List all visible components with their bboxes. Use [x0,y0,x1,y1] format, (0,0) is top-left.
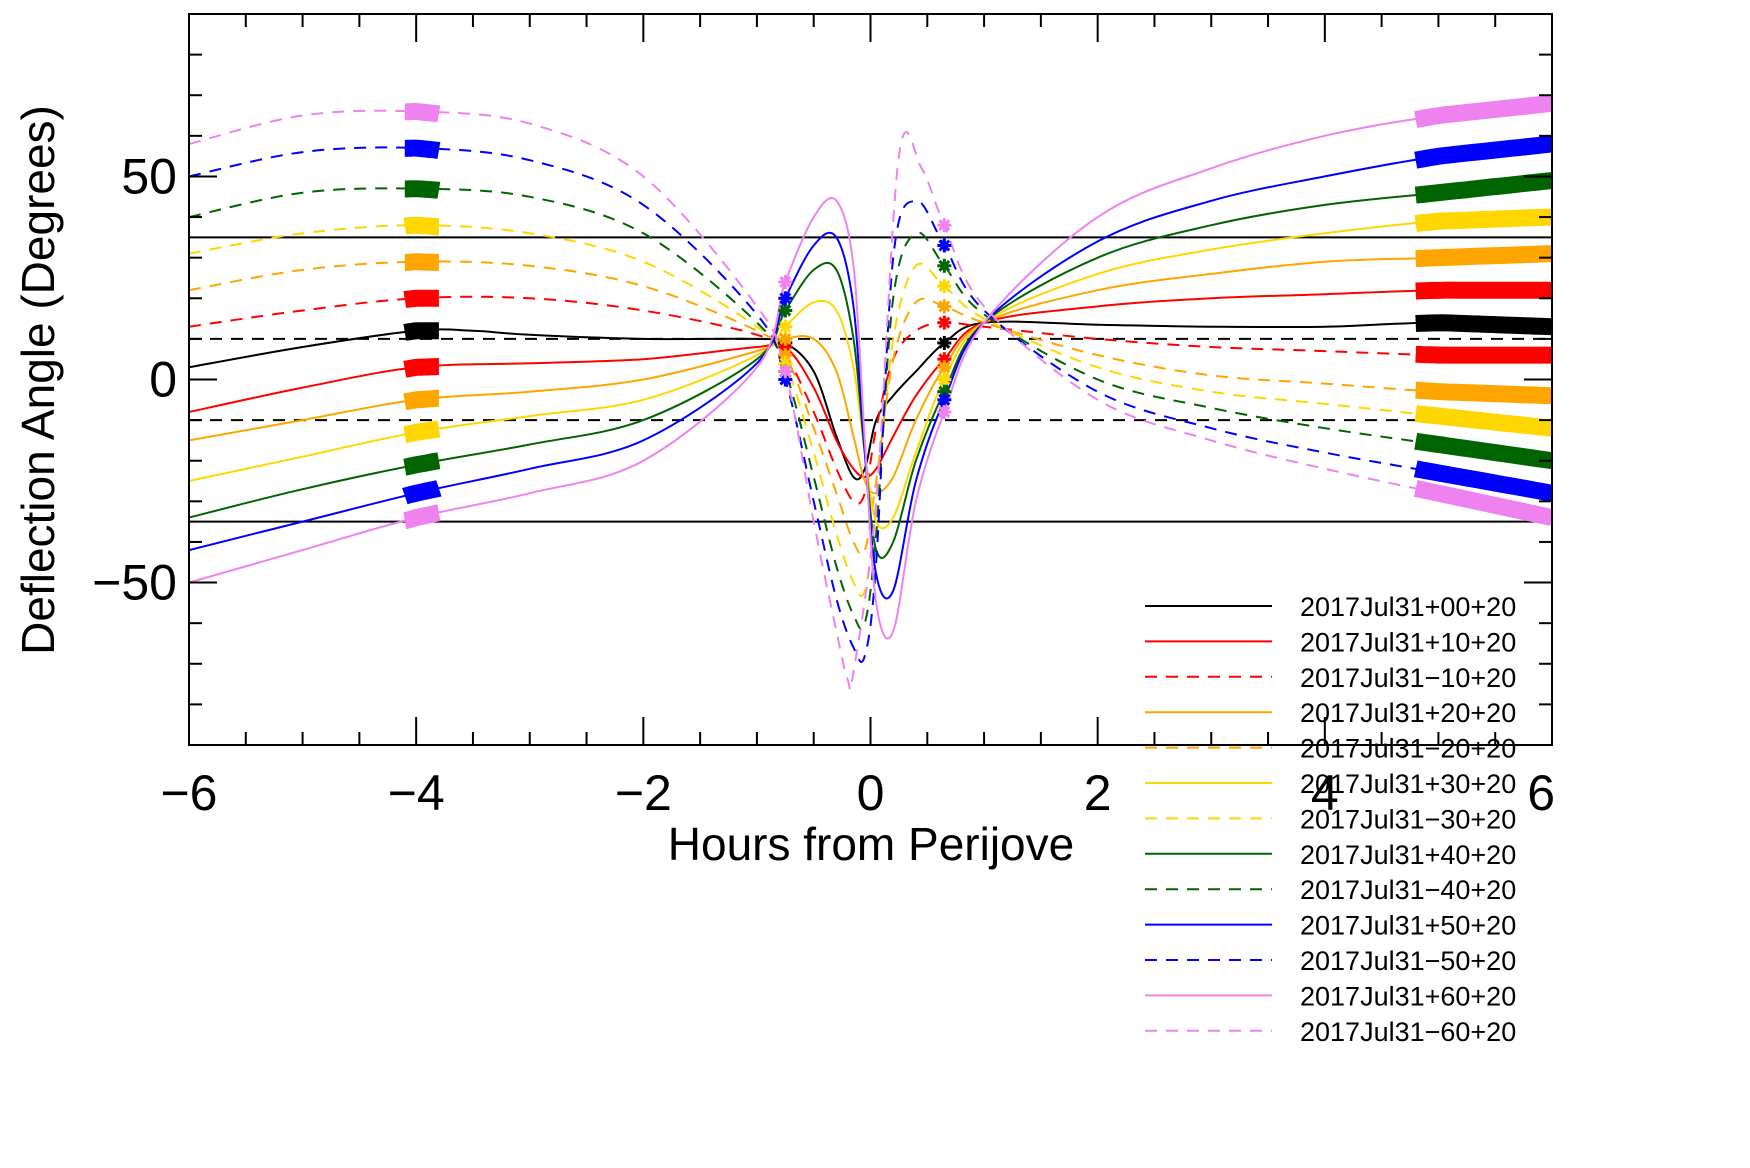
marker-band-6-1 [1414,405,1552,437]
x-tick-label-2: −2 [615,765,672,821]
legend-label-12: 2017Jul31−60+20 [1300,1017,1516,1047]
marker-band-2-1 [1415,345,1552,364]
reference-lines [189,236,1552,523]
series-lines [189,102,1552,691]
tick-labels: −6 −4 −2 0 2 4 6 −50 0 50 [92,148,1555,821]
asterisk-marker-11-0 [778,275,793,290]
legend-label-9: 2017Jul31+50+20 [1300,911,1516,941]
x-tick-label-0: −6 [160,765,217,821]
series-line-8 [189,187,1552,631]
asterisk-marker-2-1 [937,315,952,330]
x-tick-label-6: 6 [1527,765,1555,821]
legend-label-0: 2017Jul31+00+20 [1300,592,1516,622]
marker-points [402,94,1552,530]
marker-band-10-1 [1413,460,1552,502]
asterisk-marker-3-0 [778,331,793,346]
marker-band-11-1 [1414,94,1552,128]
asterisk-marker-12-1 [937,218,952,233]
asterisk-marker-12-0 [778,364,793,379]
marker-band-10-0 [404,139,441,159]
y-tick-label-2: 50 [121,148,177,204]
y-tick-label-1: 0 [149,352,177,408]
marker-band-4-0 [404,253,439,271]
asterisk-marker-8-1 [937,258,952,273]
marker-band-8-1 [1414,432,1552,470]
marker-band-9-0 [402,480,442,505]
legend-label-6: 2017Jul31−30+20 [1300,804,1516,834]
marker-band-11-0 [403,504,441,530]
marker-band-3-1 [1415,245,1552,267]
series-line-11 [189,102,1552,640]
marker-band-8-0 [404,180,441,199]
series-line-1 [189,288,1552,479]
marker-band-6-0 [403,216,440,236]
asterisk-marker-10-1 [937,238,952,253]
legend-label-5: 2017Jul31+30+20 [1300,769,1516,799]
asterisk-marker-5-0 [778,319,793,334]
series-line-6 [189,224,1552,597]
y-tick-label-0: −50 [92,555,177,611]
legend-label-11: 2017Jul31+60+20 [1300,981,1516,1011]
marker-band-12-0 [404,102,441,123]
asterisk-marker-9-0 [778,291,793,306]
legend-label-7: 2017Jul31+40+20 [1300,840,1516,870]
marker-band-0-0 [403,322,439,341]
asterisk-marker-6-1 [937,279,952,294]
series-line-2 [189,295,1552,505]
asterisk-marker-7-0 [778,303,793,318]
x-tick-label-5: 4 [1311,765,1339,821]
x-axis-title: Hours from Perijove [668,818,1074,870]
marker-band-9-1 [1414,135,1552,169]
series-line-10 [189,146,1552,663]
marker-band-1-0 [403,358,440,378]
marker-band-12-1 [1413,479,1552,526]
legend-label-3: 2017Jul31+20+20 [1300,698,1516,728]
y-axis-title: Deflection Angle (Degrees) [12,105,64,655]
series-line-4 [189,260,1552,556]
marker-band-1-1 [1415,281,1552,300]
asterisk-marker-9-1 [937,392,952,407]
marker-band-4-1 [1415,381,1552,405]
series-line-12 [189,109,1552,691]
legend-label-10: 2017Jul31−50+20 [1300,946,1516,976]
asterisk-marker-3-1 [937,360,952,375]
asterisk-marker-0-1 [937,335,952,350]
series-line-5 [189,216,1552,530]
marker-band-5-1 [1414,208,1552,233]
x-tick-label-1: −4 [388,765,445,821]
series-line-3 [189,252,1552,495]
legend-label-2: 2017Jul31−10+20 [1300,663,1516,693]
x-tick-label-3: 0 [857,765,885,821]
legend-label-8: 2017Jul31−40+20 [1300,875,1516,905]
marker-band-5-0 [403,420,441,444]
x-tick-label-4: 2 [1084,765,1112,821]
asterisk-marker-11-1 [937,404,952,419]
marker-band-7-0 [403,452,441,476]
marker-band-0-1 [1415,314,1552,336]
asterisk-marker-5-1 [937,372,952,387]
series-line-0 [189,320,1552,481]
legend: 2017Jul31+00+20 2017Jul31+10+20 2017Jul31−… [1145,592,1516,1047]
marker-band-2-0 [403,289,439,308]
legend-label-4: 2017Jul31−20+20 [1300,734,1516,764]
asterisk-marker-4-1 [937,299,952,314]
legend-label-1: 2017Jul31+10+20 [1300,627,1516,657]
marker-band-3-0 [403,389,440,411]
marker-band-7-1 [1414,172,1552,204]
axis-ticks [188,14,1553,745]
